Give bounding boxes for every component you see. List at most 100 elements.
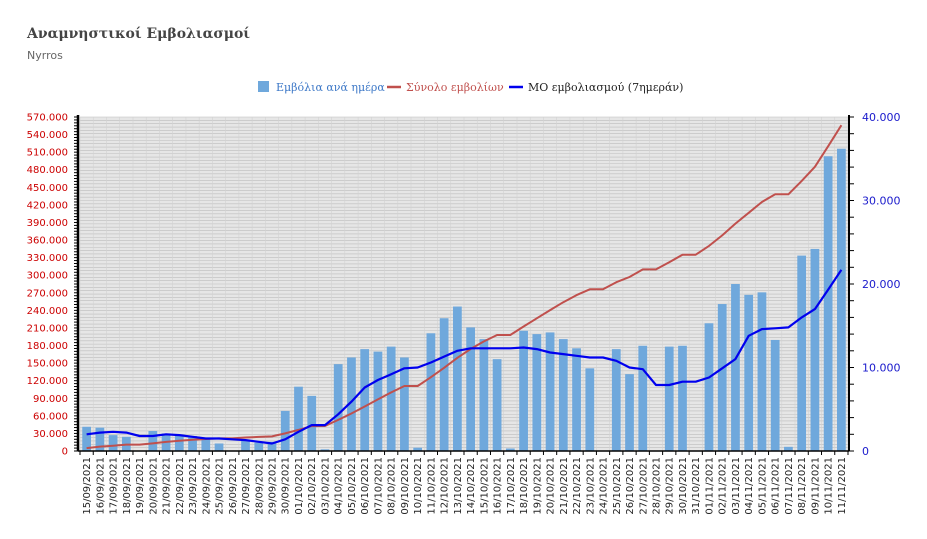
x-tick-label: 27/10/2021 bbox=[638, 457, 649, 515]
legend-label: ΜΟ εμβολιασμού (7ημεράν) bbox=[528, 81, 683, 94]
x-tick-label: 15/10/2021 bbox=[479, 457, 490, 515]
bar-08/11/2021 bbox=[797, 255, 807, 451]
bar-02/11/2021 bbox=[717, 304, 727, 451]
x-tick-label: 01/10/2021 bbox=[294, 457, 305, 515]
axes bbox=[74, 115, 854, 455]
right-tick-label: 0 bbox=[862, 445, 869, 458]
left-tick-label: 510.000 bbox=[27, 148, 68, 159]
x-tick-label: 09/10/2021 bbox=[400, 457, 411, 515]
x-tick-label: 14/10/2021 bbox=[466, 457, 477, 515]
bar-07/11/2021 bbox=[784, 446, 793, 451]
left-tick-label: 90.000 bbox=[33, 394, 68, 405]
x-tick-label: 30/10/2021 bbox=[678, 457, 689, 515]
x-tick-label: 29/09/2021 bbox=[268, 457, 279, 515]
left-tick-label: 420.000 bbox=[27, 200, 68, 211]
x-tick-label: 11/10/2021 bbox=[426, 457, 437, 515]
x-tick-label: 17/09/2021 bbox=[109, 457, 120, 515]
bar-12/10/2021 bbox=[439, 318, 449, 451]
bar-07/10/2021 bbox=[373, 351, 383, 451]
x-tick-label: 02/10/2021 bbox=[307, 457, 318, 515]
bar-05/10/2021 bbox=[347, 357, 356, 451]
x-tick-label: 31/10/2021 bbox=[691, 457, 702, 515]
bar-18/10/2021 bbox=[519, 330, 528, 451]
x-tick-label: 24/10/2021 bbox=[599, 457, 610, 515]
bar-24/09/2021 bbox=[201, 438, 211, 451]
left-tick-label: 30.000 bbox=[33, 429, 68, 440]
x-tick-label: 16/09/2021 bbox=[95, 457, 106, 515]
x-tick-label: 10/11/2021 bbox=[824, 457, 835, 515]
bar-15/09/2021 bbox=[82, 426, 91, 451]
bar-23/09/2021 bbox=[188, 435, 197, 451]
bar-16/09/2021 bbox=[95, 427, 105, 451]
bar-29/09/2021 bbox=[267, 441, 277, 451]
left-tick-label: 360.000 bbox=[27, 236, 68, 247]
bar-02/10/2021 bbox=[307, 395, 317, 451]
legend-label: Εμβόλια ανά ημέρα bbox=[276, 81, 385, 94]
x-tick-label: 05/10/2021 bbox=[347, 457, 358, 515]
bar-03/11/2021 bbox=[731, 284, 740, 451]
x-tick-label: 12/10/2021 bbox=[440, 457, 451, 515]
bar-28/09/2021 bbox=[254, 442, 264, 451]
x-tick-label: 21/10/2021 bbox=[559, 457, 570, 515]
x-tick-label: 18/09/2021 bbox=[122, 457, 133, 515]
bar-20/09/2021 bbox=[148, 430, 158, 451]
x-tick-label: 26/10/2021 bbox=[625, 457, 636, 515]
x-tick-label: 20/10/2021 bbox=[546, 457, 557, 515]
x-tick-label: 26/09/2021 bbox=[228, 457, 239, 515]
x-tick-label: 08/10/2021 bbox=[387, 457, 398, 515]
bar-22/10/2021 bbox=[572, 348, 581, 451]
bar-22/09/2021 bbox=[174, 435, 184, 451]
bar-17/09/2021 bbox=[108, 435, 118, 451]
x-tick-label: 15/09/2021 bbox=[82, 457, 93, 515]
x-tick-label: 07/10/2021 bbox=[373, 457, 384, 515]
chart-title: Αναμνηστικοί Εμβολιασμοί bbox=[27, 26, 251, 42]
right-axis-ticks: 0 10.000 20.000 30.000 40.000 bbox=[862, 111, 901, 458]
x-tick-label: 22/09/2021 bbox=[175, 457, 186, 515]
x-tick-label: 06/11/2021 bbox=[771, 457, 782, 515]
left-tick-label: 450.000 bbox=[27, 183, 68, 194]
bar-30/10/2021 bbox=[678, 345, 687, 451]
bar-04/11/2021 bbox=[744, 294, 754, 451]
x-tick-label: 27/09/2021 bbox=[241, 457, 252, 515]
x-tick-label: 25/10/2021 bbox=[612, 457, 623, 515]
bar-06/11/2021 bbox=[770, 339, 780, 451]
x-tick-label: 09/11/2021 bbox=[810, 457, 821, 515]
bar-29/10/2021 bbox=[664, 346, 674, 451]
x-tick-label: 28/09/2021 bbox=[254, 457, 265, 515]
left-tick-label: 150.000 bbox=[27, 359, 68, 370]
bar-09/11/2021 bbox=[810, 248, 820, 451]
x-tick-label: 08/11/2021 bbox=[797, 457, 808, 515]
bar-20/10/2021 bbox=[545, 332, 555, 451]
x-tick-label: 03/10/2021 bbox=[320, 457, 331, 515]
left-tick-label: 300.000 bbox=[27, 271, 68, 282]
left-tick-label: 270.000 bbox=[27, 288, 68, 299]
bar-14/10/2021 bbox=[466, 327, 475, 451]
bar-30/09/2021 bbox=[280, 410, 290, 451]
x-tick-label: 16/10/2021 bbox=[493, 457, 504, 515]
bar-01/11/2021 bbox=[704, 323, 714, 451]
left-tick-label: 180.000 bbox=[27, 341, 68, 352]
bar-06/10/2021 bbox=[360, 349, 370, 451]
bar-19/10/2021 bbox=[532, 334, 542, 451]
line-series bbox=[86, 124, 843, 450]
x-tick-label: 05/11/2021 bbox=[757, 457, 768, 515]
x-tick-label: 19/09/2021 bbox=[135, 457, 146, 515]
x-tick-label: 04/11/2021 bbox=[744, 457, 755, 515]
x-tick-label: 22/10/2021 bbox=[572, 457, 583, 515]
left-tick-label: 60.000 bbox=[33, 411, 68, 422]
bar-01/10/2021 bbox=[294, 386, 303, 451]
bar-15/10/2021 bbox=[479, 339, 489, 451]
x-tick-label: 30/09/2021 bbox=[281, 457, 292, 515]
x-tick-label: 23/09/2021 bbox=[188, 457, 199, 515]
x-tick-label: 29/10/2021 bbox=[665, 457, 676, 515]
x-tick-label: 18/10/2021 bbox=[519, 457, 530, 515]
bar-09/10/2021 bbox=[400, 357, 409, 451]
bar-03/10/2021 bbox=[320, 449, 330, 451]
bar-11/11/2021 bbox=[837, 148, 846, 452]
x-tick-label: 17/10/2021 bbox=[506, 457, 517, 515]
left-tick-label: 210.000 bbox=[27, 323, 68, 334]
left-tick-label: 390.000 bbox=[27, 218, 68, 229]
left-tick-label: 480.000 bbox=[27, 165, 68, 176]
legend-swatch-daily bbox=[258, 81, 269, 92]
